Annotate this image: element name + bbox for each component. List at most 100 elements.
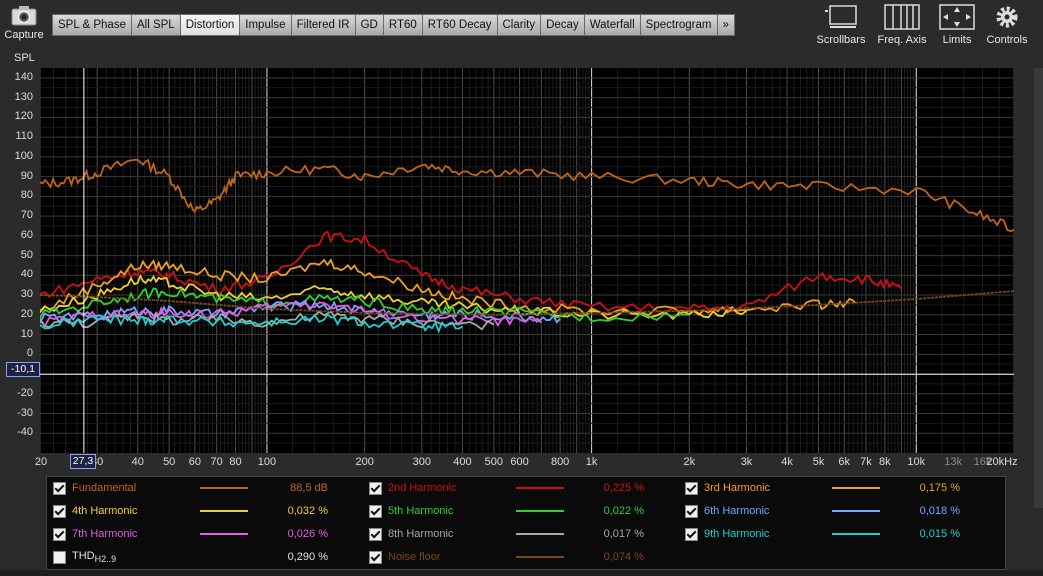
x-tick-label: 7k bbox=[860, 456, 872, 468]
legend-checkbox[interactable] bbox=[369, 550, 382, 564]
legend-item-2nd-harmonic: 2nd Harmonic 0,225 % bbox=[369, 478, 644, 498]
controls-label: Controls bbox=[986, 34, 1028, 46]
y-tick-label: 60 bbox=[20, 228, 33, 241]
tab-all-spl[interactable]: All SPL bbox=[130, 14, 180, 36]
tab-spl-phase[interactable]: SPL & Phase bbox=[52, 14, 131, 36]
legend-label: Fundamental bbox=[72, 482, 137, 494]
tab-rt60-decay[interactable]: RT60 Decay bbox=[421, 14, 497, 36]
y-tick-label: 80 bbox=[20, 189, 33, 202]
legend-label: 9th Harmonic bbox=[704, 528, 770, 540]
y-tick-label: 100 bbox=[14, 149, 33, 162]
legend-checkbox[interactable] bbox=[685, 527, 698, 541]
y-tick-label: 120 bbox=[14, 110, 33, 123]
legend-checkbox[interactable] bbox=[685, 504, 698, 518]
x-tick-label: 70 bbox=[210, 456, 223, 468]
scrollbars-icon bbox=[825, 5, 857, 28]
tab-decay[interactable]: Decay bbox=[540, 14, 584, 36]
legend-label: 8th Harmonic bbox=[388, 528, 454, 540]
legend-swatch bbox=[200, 487, 248, 489]
legend-label: 7th Harmonic bbox=[72, 528, 138, 540]
distortion-plot[interactable] bbox=[39, 68, 1015, 453]
x-tick-label: 4k bbox=[781, 456, 793, 468]
legend-checkbox[interactable] bbox=[369, 527, 382, 541]
y-tick-label: -40 bbox=[17, 426, 33, 439]
x-tick-label: 20 bbox=[34, 456, 48, 468]
legend-checkbox[interactable] bbox=[53, 527, 66, 541]
x-tick-label: 16k bbox=[973, 456, 992, 468]
capture-button[interactable]: Capture bbox=[4, 2, 44, 46]
legend-item-9th-harmonic: 9th Harmonic 0,015 % bbox=[685, 524, 960, 544]
legend-value: 0,032 % bbox=[287, 505, 328, 517]
tab-filtered-ir[interactable]: Filtered IR bbox=[290, 14, 355, 36]
y-tick-label: 110 bbox=[15, 130, 33, 143]
x-tick-label: 600 bbox=[510, 456, 529, 468]
legend-value: 0,074 % bbox=[603, 551, 644, 563]
legend-checkbox[interactable] bbox=[369, 481, 382, 495]
legend-checkbox[interactable] bbox=[685, 481, 698, 495]
legend-swatch bbox=[832, 487, 880, 489]
series-4th-harmonic bbox=[39, 273, 748, 321]
y-tick-label: 90 bbox=[20, 169, 33, 182]
x-tick-label: 13k bbox=[944, 456, 963, 468]
tab-clarity[interactable]: Clarity bbox=[496, 14, 541, 36]
legend-checkbox[interactable] bbox=[53, 481, 66, 495]
legend-swatch bbox=[516, 533, 564, 535]
legend-label: 3rd Harmonic bbox=[704, 482, 771, 494]
legend-label: 2nd Harmonic bbox=[388, 482, 457, 494]
legend-panel: Fundamental 88,5 dB 2nd Harmonic 0,225 % 3rd… bbox=[46, 476, 1006, 570]
y-tick-label: 40 bbox=[20, 268, 33, 281]
tab-waterfall[interactable]: Waterfall bbox=[583, 14, 640, 36]
limits-label: Limits bbox=[942, 34, 972, 46]
y-tick-label: 70 bbox=[20, 209, 33, 222]
distortion-chart bbox=[39, 68, 1015, 453]
legend-value: 0,015 % bbox=[919, 528, 960, 540]
x-tick-label: 40 bbox=[131, 456, 144, 468]
y-cursor-readout: -10,1 bbox=[6, 362, 40, 377]
view-tabs: SPL & Phase All SPL Distortion Impulse Filte… bbox=[52, 14, 735, 36]
legend-item-3rd-harmonic: 3rd Harmonic 0,175 % bbox=[685, 478, 960, 498]
series-6th-harmonic bbox=[39, 299, 561, 324]
legend-value: 0,017 % bbox=[603, 528, 644, 540]
legend-item-fundamental: Fundamental 88,5 dB bbox=[53, 478, 328, 498]
legend-swatch bbox=[200, 556, 248, 558]
legend-item-6th-harmonic: 6th Harmonic 0,018 % bbox=[685, 501, 960, 521]
tab-more[interactable]: » bbox=[716, 14, 735, 36]
gear-icon bbox=[996, 6, 1018, 28]
y-tick-label: 50 bbox=[20, 248, 33, 261]
controls-button[interactable]: Controls bbox=[985, 4, 1029, 46]
freq-axis-button[interactable]: Freq. Axis bbox=[875, 4, 929, 46]
series-3rd-harmonic bbox=[39, 258, 857, 317]
vertical-scrollbar[interactable] bbox=[1034, 68, 1043, 508]
legend-item-7th-harmonic: 7th Harmonic 0,026 % bbox=[53, 524, 328, 544]
legend-item-5th-harmonic: 5th Harmonic 0,022 % bbox=[369, 501, 644, 521]
legend-label: 4th Harmonic bbox=[72, 505, 138, 517]
legend-swatch bbox=[832, 533, 880, 535]
tab-impulse[interactable]: Impulse bbox=[239, 14, 291, 36]
legend-checkbox[interactable] bbox=[53, 504, 66, 518]
y-tick-label: 10 bbox=[20, 327, 33, 340]
legend-swatch bbox=[200, 510, 248, 512]
legend-value: 88,5 dB bbox=[290, 482, 328, 494]
series-2nd-harmonic bbox=[39, 230, 903, 314]
x-tick-label: 500 bbox=[484, 456, 504, 468]
tab-gd[interactable]: GD bbox=[354, 14, 383, 36]
y-tick-label: -20 bbox=[17, 386, 33, 399]
tab-distortion[interactable]: Distortion bbox=[179, 14, 240, 36]
scrollbars-label: Scrollbars bbox=[816, 34, 866, 46]
x-tick-label: 2k bbox=[683, 456, 696, 468]
x-tick-label: 5k bbox=[812, 456, 825, 468]
x-tick-label: 60 bbox=[188, 456, 202, 468]
tab-rt60[interactable]: RT60 bbox=[382, 14, 422, 36]
scrollbars-button[interactable]: Scrollbars bbox=[815, 4, 867, 46]
freq-axis-label: Freq. Axis bbox=[877, 34, 927, 46]
legend-swatch bbox=[516, 556, 564, 558]
x-tick-label: 200 bbox=[355, 456, 374, 468]
legend-checkbox[interactable] bbox=[369, 504, 382, 518]
tab-spectrogram[interactable]: Spectrogram bbox=[639, 14, 717, 36]
legend-label: 5th Harmonic bbox=[388, 505, 454, 517]
legend-value: 0,018 % bbox=[919, 505, 960, 517]
legend-checkbox[interactable] bbox=[53, 550, 66, 564]
limits-button[interactable]: Limits bbox=[936, 4, 978, 46]
y-axis-label: SPL bbox=[14, 52, 35, 64]
freq-axis-icon bbox=[884, 4, 920, 30]
